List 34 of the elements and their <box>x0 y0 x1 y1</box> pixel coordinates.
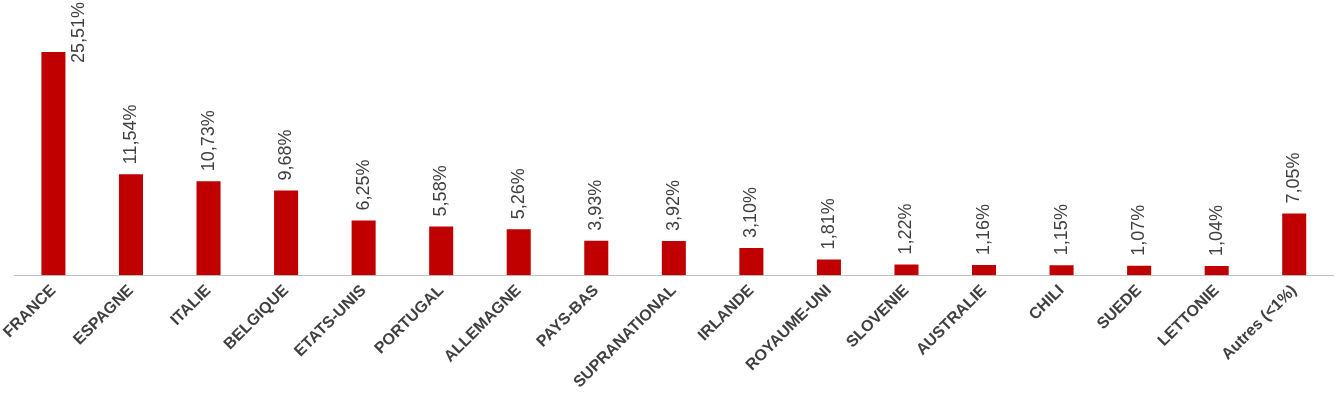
bar <box>739 248 764 276</box>
data-label: 1,04% <box>1205 205 1226 257</box>
bar <box>1204 266 1229 276</box>
bar <box>118 174 143 276</box>
data-label: 11,54% <box>119 104 140 165</box>
data-label: 5,26% <box>507 168 528 220</box>
data-label: 1,22% <box>895 203 916 255</box>
data-label: 7,05% <box>1283 152 1304 204</box>
data-label: 10,73% <box>197 110 218 172</box>
bar <box>1049 265 1074 276</box>
data-label: 1,81% <box>817 198 838 250</box>
data-label: 1,16% <box>973 204 993 256</box>
data-label: 5,58% <box>430 165 451 217</box>
bar <box>351 220 376 276</box>
bar <box>816 259 841 276</box>
bar <box>1127 265 1152 276</box>
bar <box>894 264 919 276</box>
data-label: 3,92% <box>662 179 683 231</box>
data-label: 25,51% <box>68 1 89 64</box>
bar <box>196 181 221 276</box>
bar <box>584 240 609 276</box>
bar <box>661 240 686 276</box>
bar <box>506 229 531 276</box>
bar <box>429 226 454 276</box>
data-label: 1,15% <box>1050 204 1071 256</box>
bar <box>1282 213 1307 276</box>
data-label: 6,25% <box>352 159 373 211</box>
data-label: 3,10% <box>740 187 761 239</box>
bar <box>274 190 299 276</box>
data-label: 3,93% <box>585 179 606 231</box>
data-label: 1,07% <box>1128 204 1149 256</box>
bar <box>972 265 997 276</box>
bar <box>41 52 66 276</box>
data-label: 9,68% <box>275 129 296 181</box>
